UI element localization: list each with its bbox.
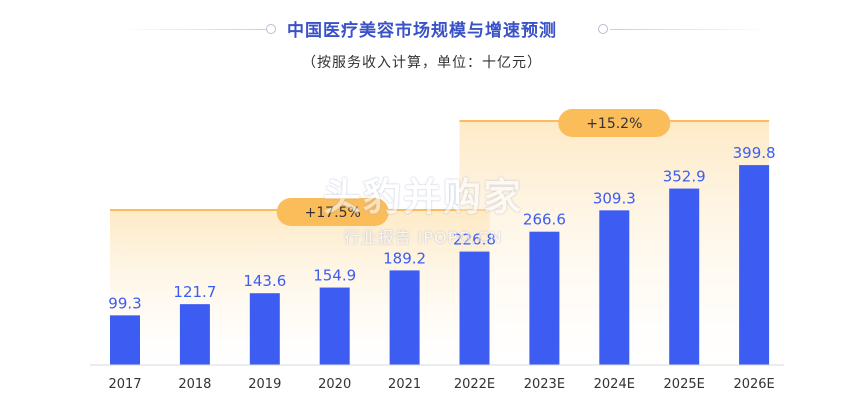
bar-value-label: 226.8: [453, 231, 496, 249]
bar: [319, 287, 350, 365]
bar-value-label: 99.3: [108, 294, 141, 312]
bar: [179, 304, 210, 365]
bar: [459, 251, 490, 365]
x-tick-label: 2017: [108, 377, 141, 392]
chart-title: 中国医疗美容市场规模与增速预测: [287, 21, 557, 41]
bar-value-label: 143.6: [243, 272, 286, 290]
x-tick-label: 2021: [388, 377, 421, 392]
bar-value-label: 352.9: [663, 168, 706, 186]
bar: [739, 165, 770, 365]
growth-rate-label: +15.2%: [586, 116, 642, 132]
x-tick-label: 2022E: [454, 377, 495, 392]
title-decor-line-right: [610, 29, 770, 30]
growth-rate-badge: [276, 198, 389, 226]
bar-value-label: 399.8: [733, 144, 776, 162]
bar-value-label: 121.7: [173, 283, 216, 301]
growth-rate-badge: [558, 109, 671, 137]
x-tick-label: 2019: [248, 377, 281, 392]
bar-value-label: 154.9: [313, 267, 356, 285]
bar-value-label: 189.2: [383, 249, 426, 267]
title-decor-line-left: [120, 29, 268, 30]
title-decor-dot-left: [266, 24, 276, 34]
bar: [389, 270, 420, 365]
bar-value-label: 266.6: [523, 211, 566, 229]
x-tick-label: 2018: [178, 377, 211, 392]
bar: [669, 188, 700, 365]
title-row: 中国医疗美容市场规模与增速预测: [0, 14, 844, 44]
x-tick-label: 2026E: [733, 377, 774, 392]
title-decor-dot-right: [598, 24, 608, 34]
bar: [110, 315, 140, 365]
x-tick-label: 2024E: [594, 377, 635, 392]
bar-value-label: 309.3: [593, 189, 636, 207]
x-tick-label: 2023E: [524, 377, 565, 392]
chart-subtitle: （按服务收入计算，单位：十亿元）: [302, 55, 542, 71]
x-tick-label: 2020: [318, 377, 351, 392]
bar: [599, 210, 630, 365]
bar: [529, 231, 560, 365]
growth-rate-label: +17.5%: [305, 205, 361, 221]
growth-region-shade: [110, 210, 490, 365]
bar: [249, 293, 280, 365]
x-tick-label: 2025E: [664, 377, 705, 392]
